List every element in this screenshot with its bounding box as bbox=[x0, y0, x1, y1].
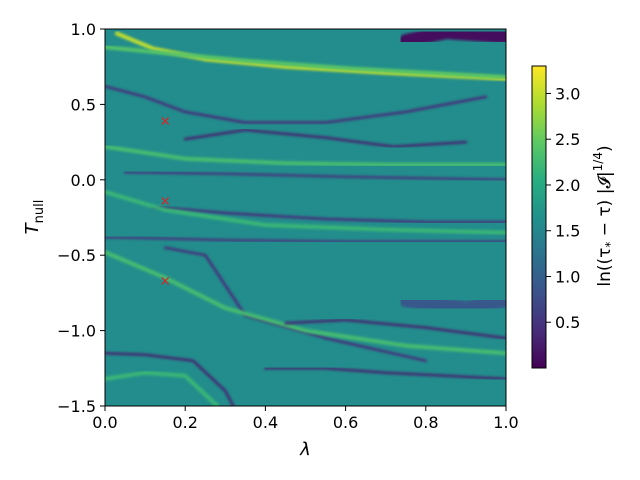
svg-text:Tnull: Tnull bbox=[22, 200, 47, 235]
colorbar-tick-label: 2.5 bbox=[555, 130, 580, 149]
y-axis-label: Tnull bbox=[22, 200, 47, 235]
ridge-4 bbox=[105, 144, 506, 167]
trough-11 bbox=[284, 318, 506, 340]
dark_region-16 bbox=[398, 293, 506, 315]
y-tick-label: 0.0 bbox=[71, 171, 96, 190]
colorbar-tick-label: 2.0 bbox=[555, 176, 580, 195]
colorbar-tick-label: 3.0 bbox=[555, 84, 580, 103]
x-axis: 0.0 0.2 0.4 0.6 0.8 1.0 bbox=[92, 406, 519, 432]
colorbar bbox=[531, 65, 547, 369]
marker-x-2 bbox=[161, 276, 170, 285]
trough-12 bbox=[105, 351, 235, 406]
y-axis: −1.5 −1.0 −0.5 0.0 0.5 1.0 bbox=[57, 20, 105, 416]
y-tick-label: 1.0 bbox=[71, 20, 96, 39]
marker-layer bbox=[161, 117, 170, 285]
y-tick-label: −1.5 bbox=[57, 397, 96, 416]
colorbar-tick-label: 0.5 bbox=[555, 313, 580, 332]
y-tick-label: −1.0 bbox=[57, 322, 96, 341]
colorbar-tick-label: 1.0 bbox=[555, 267, 580, 286]
trough-5 bbox=[123, 171, 506, 182]
colorbar-label: ln((τ* − τ) |𝓘|1/4) bbox=[591, 145, 617, 286]
x-tick-label: 0.8 bbox=[413, 413, 438, 432]
x-tick-label: 0.2 bbox=[172, 413, 197, 432]
ridge-0 bbox=[115, 31, 506, 81]
y-axis-label-sub: null bbox=[32, 200, 47, 224]
ridge-1 bbox=[105, 45, 506, 80]
trough-14 bbox=[264, 367, 506, 381]
x-axis-label: λ bbox=[299, 439, 311, 460]
ridge-10 bbox=[105, 250, 506, 356]
trough-3 bbox=[183, 128, 468, 148]
colorbar-tick-label: 1.5 bbox=[555, 222, 580, 241]
heatmap-features bbox=[105, 29, 506, 406]
dark_region-15 bbox=[398, 29, 506, 49]
plot-frame bbox=[104, 28, 507, 407]
x-tick-label: 1.0 bbox=[493, 413, 518, 432]
colorbar-ticks: 0.5 1.0 1.5 2.0 2.5 3.0 bbox=[546, 84, 580, 332]
marker-x-1 bbox=[161, 196, 170, 205]
x-tick-label: 0.4 bbox=[253, 413, 278, 432]
ridge-7 bbox=[105, 189, 506, 235]
marker-x-0 bbox=[161, 117, 170, 125]
trough-2 bbox=[105, 85, 488, 124]
y-tick-label: −0.5 bbox=[57, 246, 96, 265]
y-tick-label: 0.5 bbox=[71, 95, 96, 114]
heatmap bbox=[105, 29, 506, 406]
y-axis-label-main: T bbox=[22, 221, 43, 234]
svg-text:ln((τ* − τ) |𝓘|1/4): ln((τ* − τ) |𝓘|1/4) bbox=[591, 145, 617, 286]
trough-8 bbox=[105, 235, 506, 243]
x-tick-label: 0.6 bbox=[333, 413, 358, 432]
x-tick-label: 0.0 bbox=[92, 413, 117, 432]
trough-6 bbox=[151, 205, 506, 224]
ridge-13 bbox=[105, 370, 220, 406]
